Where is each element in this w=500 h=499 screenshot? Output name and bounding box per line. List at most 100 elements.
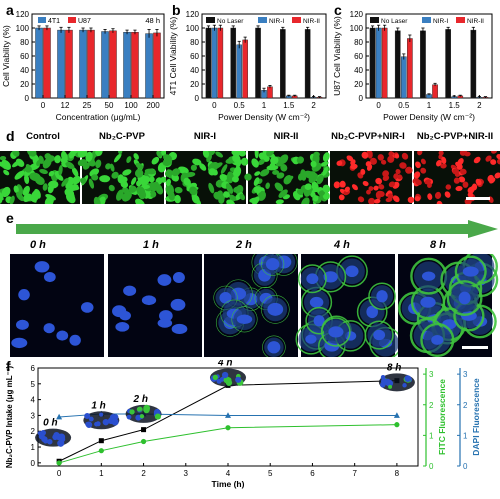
thumbnail-cell bbox=[57, 439, 65, 447]
live-cell-tile bbox=[244, 146, 331, 209]
dead-cell bbox=[378, 184, 385, 190]
bar bbox=[153, 32, 161, 99]
y-tick-label: 0 bbox=[25, 94, 30, 103]
live-cell bbox=[174, 186, 183, 194]
live-cell bbox=[15, 158, 25, 167]
confocal-uptake-micrographs bbox=[10, 254, 499, 357]
live-cell bbox=[220, 164, 228, 174]
live-cell bbox=[320, 161, 329, 167]
live-cell bbox=[77, 159, 88, 167]
thumbnail-cell bbox=[126, 414, 132, 420]
x-tick-label: 6 bbox=[310, 469, 315, 478]
live-cell bbox=[64, 188, 75, 198]
x-axis-label: Power Density (W cm⁻²) bbox=[383, 112, 475, 122]
live-cell bbox=[322, 184, 331, 193]
live-cell bbox=[54, 155, 61, 164]
live-cell bbox=[213, 191, 221, 200]
dead-cell bbox=[475, 178, 482, 186]
thumbnail-cell bbox=[84, 412, 91, 420]
live-cell bbox=[276, 172, 285, 179]
live-cell bbox=[233, 166, 242, 178]
dapi-nucleus bbox=[11, 337, 28, 349]
live-cell bbox=[162, 158, 173, 167]
bar bbox=[445, 29, 451, 99]
dapi-nucleus bbox=[420, 296, 436, 308]
dead-cell bbox=[436, 159, 442, 167]
dapi-tick-label: 2 bbox=[463, 401, 468, 410]
fitc-line bbox=[58, 424, 397, 464]
live-cell bbox=[310, 160, 317, 168]
y-axis-label: Cell Viability (%) bbox=[1, 25, 11, 87]
live-cell bbox=[166, 169, 172, 179]
y-tick-label: 60 bbox=[20, 52, 29, 61]
live-cell bbox=[155, 185, 164, 195]
dapi-nucleus bbox=[421, 271, 436, 281]
panel-letter-e: e bbox=[6, 210, 14, 226]
dapi-nucleus bbox=[80, 302, 94, 313]
e-time-1h: 1 h bbox=[143, 239, 159, 251]
live-cell bbox=[22, 193, 33, 203]
dapi-nucleus bbox=[236, 314, 253, 324]
d-label-nir2: NIR-II bbox=[273, 131, 299, 142]
live-cell-tile bbox=[77, 147, 168, 208]
live-cell bbox=[91, 174, 99, 181]
live-cell bbox=[296, 156, 304, 164]
e-time-8h: 8 h bbox=[430, 239, 446, 251]
thumbnail-cell bbox=[212, 374, 218, 380]
live-cell bbox=[72, 175, 81, 185]
x-tick-label: 12 bbox=[61, 101, 70, 110]
thumbnail-cell bbox=[235, 376, 242, 383]
fitc-signal bbox=[364, 320, 394, 350]
fitc-signal bbox=[446, 280, 483, 316]
bar bbox=[87, 29, 95, 99]
dead-cell bbox=[338, 194, 345, 201]
y-tick-label: 100 bbox=[186, 24, 200, 33]
live-cell bbox=[156, 150, 162, 158]
dapi-nucleus bbox=[462, 266, 479, 277]
dead-cell bbox=[405, 166, 413, 174]
live-cell bbox=[89, 168, 100, 177]
dapi-nucleus bbox=[56, 330, 69, 341]
live-cell bbox=[174, 194, 181, 204]
x-tick-label: 5 bbox=[268, 469, 273, 478]
live-cell bbox=[88, 178, 95, 189]
thumbnail-cell bbox=[143, 406, 150, 414]
live-cell bbox=[177, 166, 189, 174]
live-cell bbox=[318, 190, 326, 197]
live-cell bbox=[80, 177, 87, 184]
y-tick-label: 0 bbox=[195, 94, 200, 103]
thumbnail-cell bbox=[129, 409, 135, 415]
live-cell bbox=[270, 156, 279, 165]
x-tick-label: 2 bbox=[311, 101, 316, 110]
live-cell bbox=[311, 180, 317, 188]
dead-cell bbox=[360, 168, 366, 175]
live-cell bbox=[253, 186, 262, 194]
bar bbox=[65, 29, 73, 99]
live-cell-tile bbox=[162, 146, 249, 208]
dead-cell bbox=[427, 182, 432, 188]
legend-swatch bbox=[68, 17, 76, 23]
live-cell bbox=[208, 182, 215, 194]
dapi-nucleus bbox=[345, 265, 359, 278]
dead-cell bbox=[440, 163, 447, 169]
live-cell bbox=[144, 191, 151, 198]
live-cell bbox=[108, 184, 115, 192]
live-cell bbox=[254, 171, 261, 176]
live-cell bbox=[39, 169, 48, 174]
dapi-axis-label: DAPI Fluorescence bbox=[471, 378, 481, 456]
live-cell-tile bbox=[0, 147, 84, 208]
dead-cell bbox=[373, 185, 379, 191]
d-label-nb2c-pvp: Nb₂C-PVP bbox=[99, 131, 145, 142]
bar bbox=[79, 29, 87, 99]
y-tick-label: 0 bbox=[359, 94, 364, 103]
thumbnail-cell bbox=[216, 378, 222, 384]
bar bbox=[369, 27, 376, 99]
dead-cell bbox=[494, 172, 500, 179]
dead-cell bbox=[366, 189, 371, 195]
live-cell bbox=[228, 194, 237, 202]
thumbnail-cell bbox=[225, 377, 232, 384]
y-tick-label: 20 bbox=[20, 80, 29, 89]
